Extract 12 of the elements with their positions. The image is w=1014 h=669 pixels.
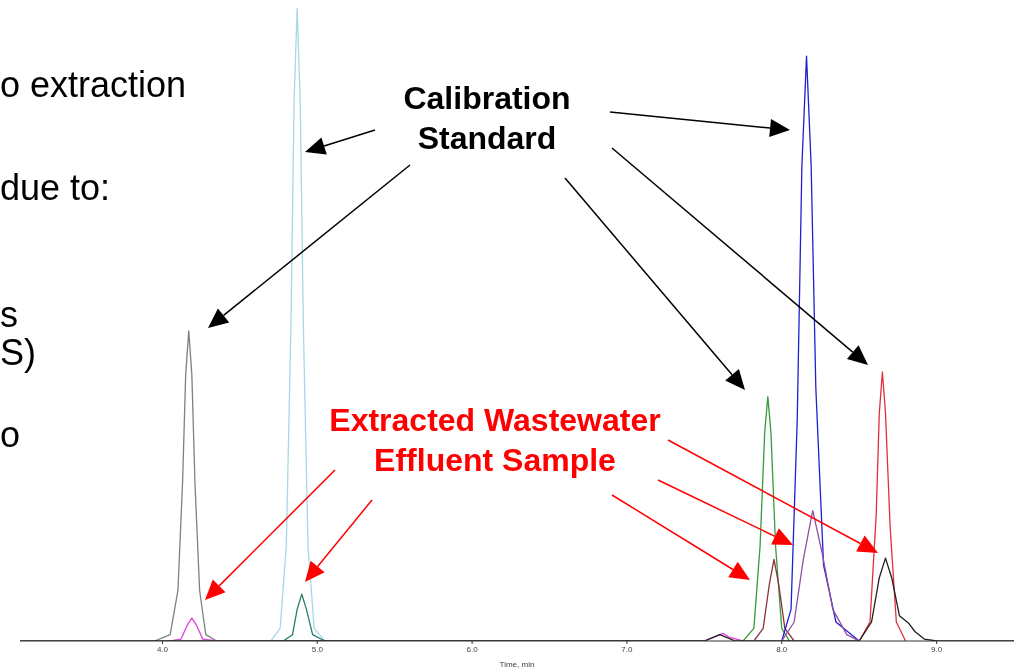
x-axis-title: Time, min — [499, 660, 535, 669]
annotation: Calibration Standard — [402, 79, 572, 158]
annotation: Extracted Wastewater Effluent Sample — [328, 401, 662, 480]
x-tick-label: 7.0 — [621, 644, 634, 654]
annotation: due to: — [0, 166, 111, 210]
x-tick-label: 9.0 — [931, 644, 943, 654]
annotation: o — [0, 413, 21, 457]
x-tick-label: 5.0 — [311, 644, 324, 654]
x-tick-label: 4.0 — [156, 644, 169, 654]
x-tick-label: 8.0 — [776, 644, 788, 654]
x-tick-label: 6.0 — [466, 644, 479, 654]
annotation: o extraction — [0, 63, 187, 107]
